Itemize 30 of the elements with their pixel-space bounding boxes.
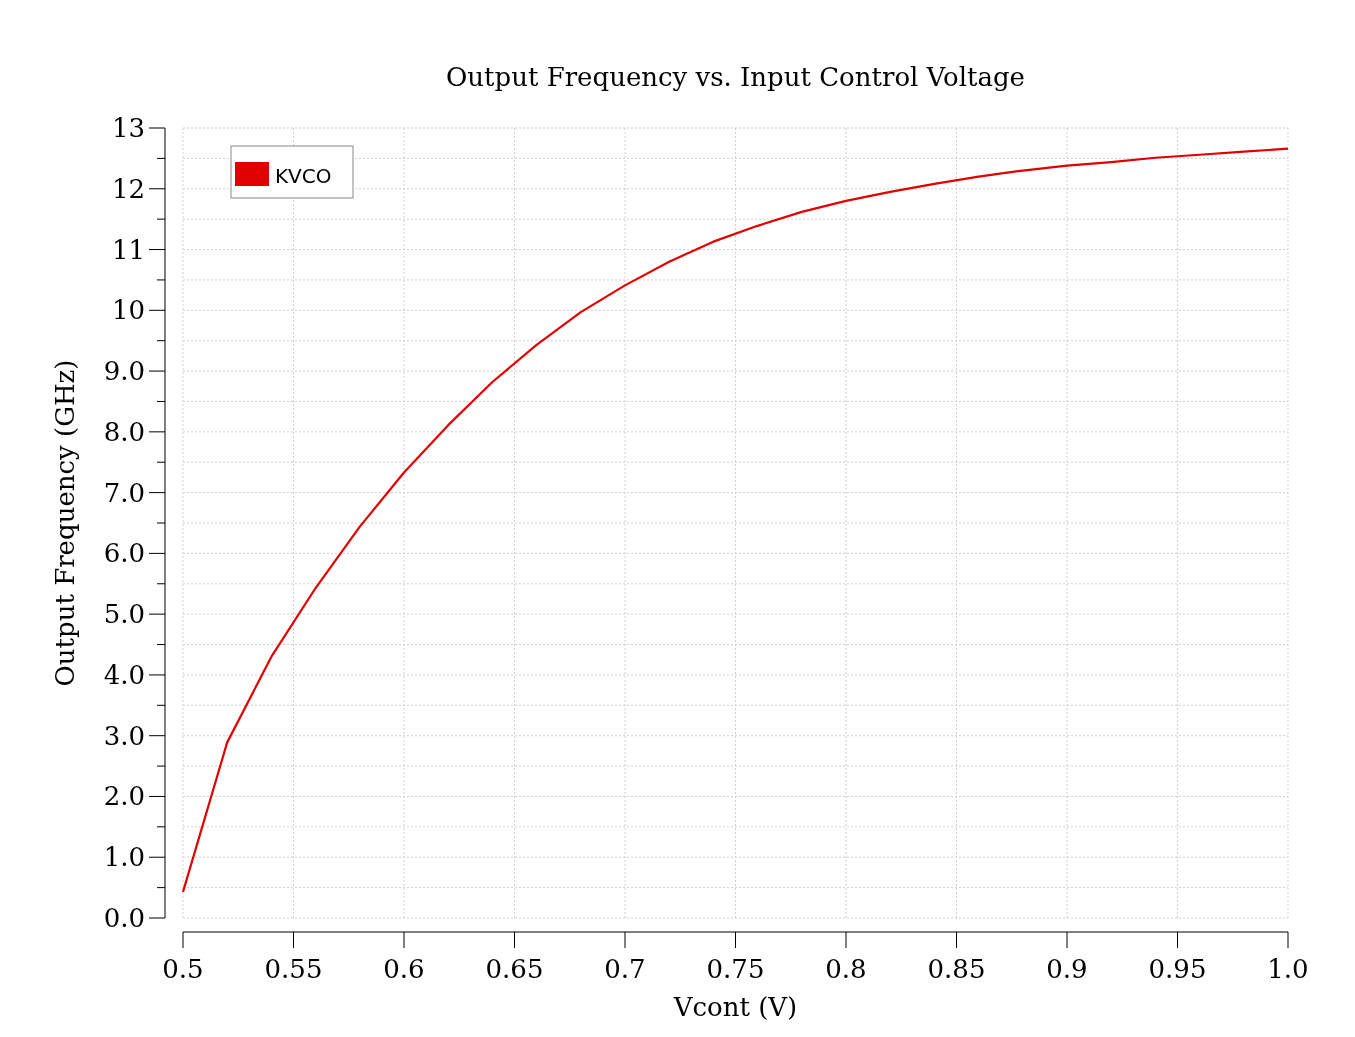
- x-tick-label: 0.85: [927, 954, 986, 984]
- x-tick-label: 0.55: [264, 954, 323, 984]
- x-tick-label: 0.75: [706, 954, 765, 984]
- y-tick-label: 11: [111, 234, 145, 265]
- y-tick-label: 6.0: [103, 538, 145, 569]
- x-tick-label: 0.8: [825, 954, 867, 984]
- y-tick-label: 13: [111, 113, 145, 143]
- y-tick-label: 5.0: [103, 599, 145, 630]
- x-tick-label: 0.6: [383, 954, 425, 984]
- x-tick-label: 0.5: [162, 954, 204, 984]
- x-tick-label: 0.95: [1148, 954, 1207, 984]
- line-series: [181, 147, 1290, 893]
- legend-label: KVCO: [275, 164, 332, 188]
- y-tick-label: 0.0: [103, 903, 145, 933]
- x-tick-label: 1.0: [1267, 954, 1309, 984]
- x-tick-label: 0.9: [1046, 954, 1088, 984]
- x-tick-label: 0.7: [604, 954, 646, 984]
- y-tick-label: 3.0: [103, 720, 145, 751]
- y-tick-label: 8.0: [103, 416, 145, 447]
- y-tick-label: 4.0: [103, 659, 145, 690]
- y-tick-label: 10: [111, 295, 145, 326]
- y-axis-title: Output Frequency (GHz): [50, 359, 80, 687]
- y-tick-label: 12: [111, 173, 145, 204]
- x-axis-title: Vcont (V): [672, 992, 798, 1022]
- y-tick-label: 2.0: [103, 781, 145, 812]
- y-tick-label: 1.0: [103, 842, 145, 873]
- x-tick-label: 0.65: [485, 954, 544, 984]
- y-tick-label: 9.0: [103, 356, 145, 387]
- chart-title: Output Frequency vs. Input Control Voltage: [446, 62, 1025, 92]
- y-tick-label: 7.0: [103, 477, 145, 508]
